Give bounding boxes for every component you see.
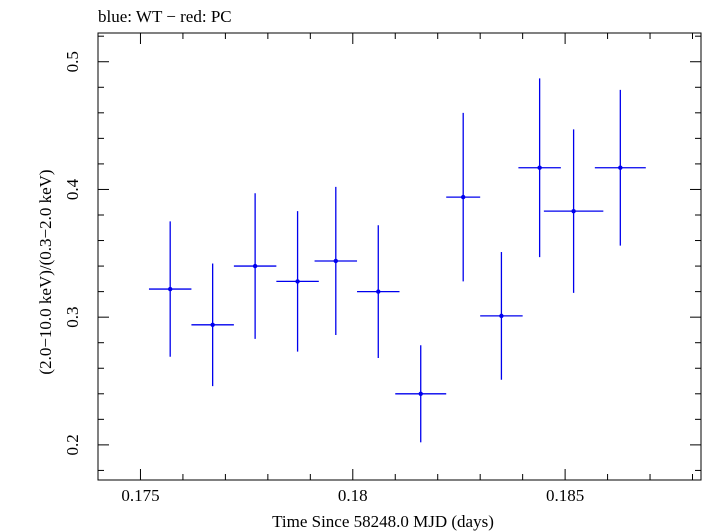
data-point xyxy=(446,112,481,282)
point-marker xyxy=(460,194,466,200)
y-tick-label: 0.3 xyxy=(63,307,82,328)
x-tick-label: 0.18 xyxy=(338,486,368,505)
y-axis-label: (2.0−10.0 keV)/(0.3−2.0 keV) xyxy=(36,169,55,374)
point-marker xyxy=(618,165,623,170)
point-marker xyxy=(333,258,339,264)
data-point xyxy=(543,129,604,293)
y-tick-label: 0.5 xyxy=(63,51,82,72)
y-axis-ticks: 0.2 0.3 0.4 0.5 xyxy=(63,35,701,471)
y-tick-label: 0.2 xyxy=(63,434,82,455)
x-tick-label: 0.185 xyxy=(546,486,584,505)
y-tick-label: 0.4 xyxy=(63,178,82,200)
point-marker xyxy=(418,391,423,396)
point-marker xyxy=(571,208,576,214)
series-wt xyxy=(148,78,646,443)
point-marker xyxy=(252,263,258,269)
plot-frame xyxy=(97,32,702,481)
data-point xyxy=(518,78,561,258)
data-point xyxy=(357,225,400,359)
data-point xyxy=(395,345,447,443)
point-marker xyxy=(167,286,173,292)
point-marker xyxy=(210,322,215,328)
data-point xyxy=(594,89,646,246)
chart-title: blue: WT − red: PC xyxy=(98,7,232,26)
data-point xyxy=(276,211,319,352)
data-point xyxy=(480,252,523,380)
data-point xyxy=(191,263,234,387)
point-marker xyxy=(295,279,300,284)
point-marker xyxy=(499,313,504,319)
point-marker xyxy=(376,289,381,294)
x-tick-label: 0.175 xyxy=(121,486,159,505)
data-point xyxy=(148,221,192,357)
point-marker xyxy=(537,165,542,170)
data-point xyxy=(314,186,358,336)
data-point xyxy=(233,193,277,339)
x-axis-ticks: 0.175 0.18 0.185 xyxy=(97,33,694,505)
x-axis-label: Time Since 58248.0 MJD (days) xyxy=(272,512,494,531)
